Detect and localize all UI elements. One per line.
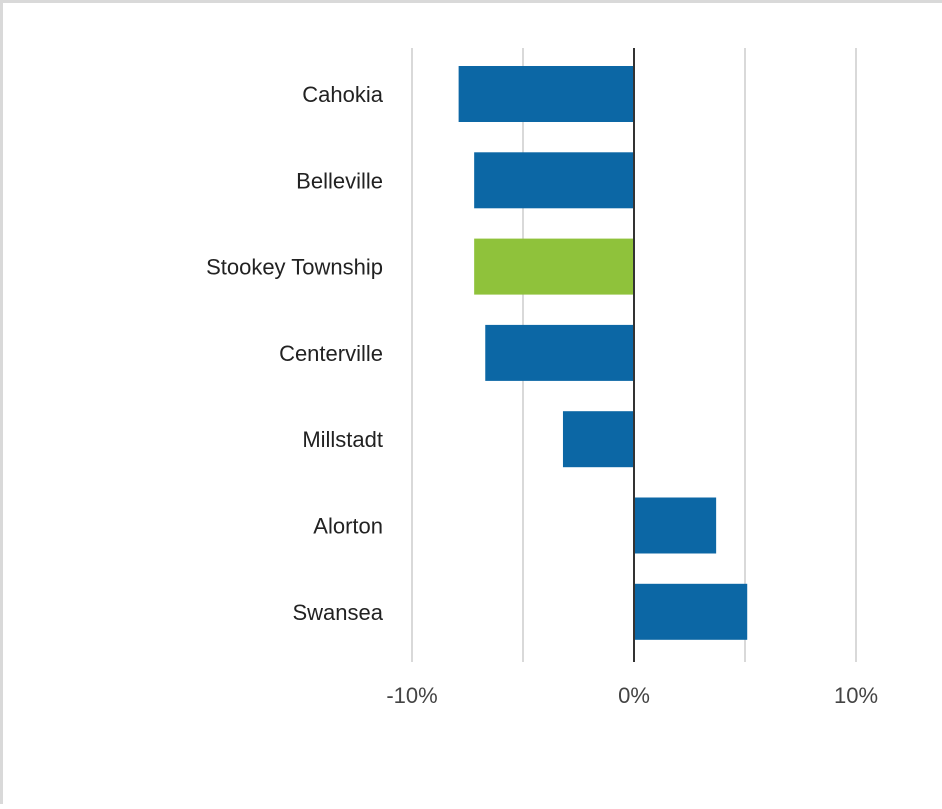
x-tick-label: -10% [386, 683, 437, 708]
bar-millstadt [562, 411, 634, 468]
category-label-cahokia: Cahokia [302, 82, 383, 107]
bar-centerville [485, 324, 634, 381]
category-label-swansea: Swansea [292, 600, 383, 625]
category-label-centerville: Centerville [279, 341, 383, 366]
category-label-stookey-township: Stookey Township [206, 255, 383, 280]
gridlines [411, 48, 857, 662]
bar-alorton [634, 497, 717, 554]
category-label-millstadt: Millstadt [302, 427, 383, 452]
category-label-belleville: Belleville [296, 168, 383, 193]
x-tick-label: 10% [834, 683, 878, 708]
bars [458, 66, 748, 640]
bar-chart: Cahokia Belleville Stookey Township Centerv… [206, 48, 878, 708]
bar-swansea [634, 583, 748, 640]
category-label-alorton: Alorton [313, 514, 383, 539]
bar-cahokia [458, 66, 634, 122]
x-axis-ticks: -10% 0% 10% [386, 683, 878, 708]
bar-stookey-township [474, 238, 634, 295]
x-tick-label: 0% [618, 683, 650, 708]
bar-belleville [474, 152, 634, 209]
category-labels: Cahokia Belleville Stookey Township Centerv… [206, 82, 384, 625]
